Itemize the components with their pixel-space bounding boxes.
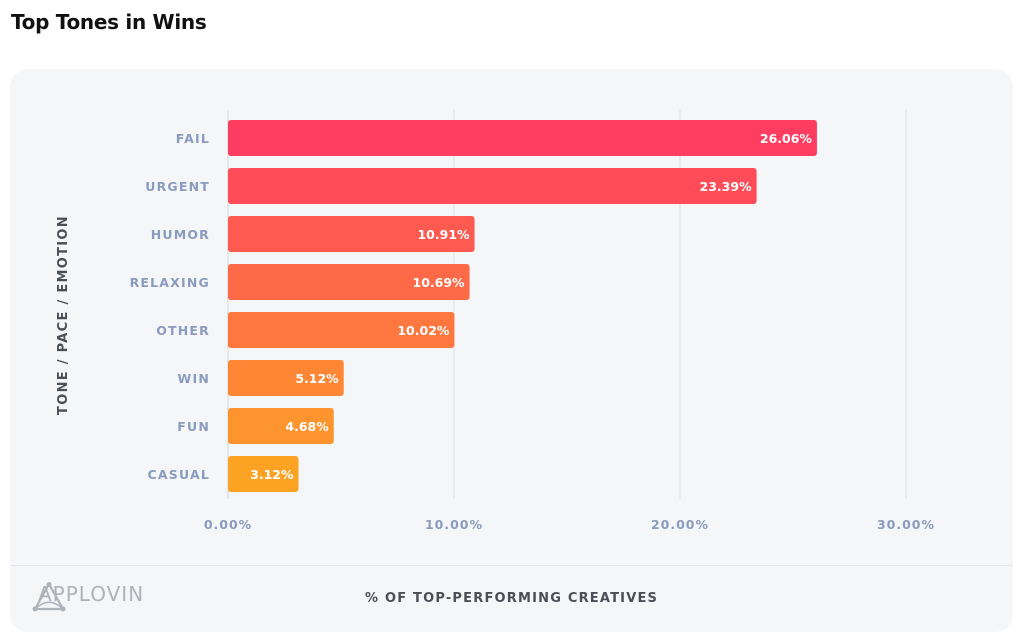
category-label: CASUAL <box>148 467 210 482</box>
x-tick-label: 20.00% <box>651 517 709 532</box>
x-axis-label: % OF TOP-PERFORMING CREATIVES <box>365 591 659 606</box>
value-label: 3.12% <box>250 467 294 482</box>
x-tick-labels: 0.00% 10.00% 20.00% 30.00% <box>204 517 935 532</box>
value-label: 10.69% <box>413 275 466 290</box>
applovin-logo: APPLOVIN <box>32 582 144 612</box>
value-label: 23.39% <box>700 179 753 194</box>
bars: FAIL 26.06% URGENT 23.39% HUMOR 10.91% RELAXIN… <box>130 120 817 492</box>
footer-divider <box>10 565 1013 566</box>
bar-fun <box>228 408 334 444</box>
value-label: 26.06% <box>760 131 813 146</box>
chart-card: FAIL 26.06% URGENT 23.39% HUMOR 10.91% RELAXIN… <box>10 69 1013 632</box>
value-label: 4.68% <box>285 419 329 434</box>
applovin-logo-icon <box>32 582 66 612</box>
bar-urgent <box>228 168 757 204</box>
page-title: Top Tones in Wins <box>11 10 207 34</box>
category-label: OTHER <box>156 323 210 338</box>
y-axis-label: TONE / PACE / EMOTION <box>56 215 71 415</box>
bar-chart: FAIL 26.06% URGENT 23.39% HUMOR 10.91% RELAXIN… <box>56 110 935 532</box>
x-tick-label: 10.00% <box>425 517 483 532</box>
bar-other <box>228 312 455 348</box>
bar-humor <box>228 216 475 252</box>
value-label: 10.02% <box>397 323 450 338</box>
bar-win <box>228 360 344 396</box>
value-label: 10.91% <box>417 227 470 242</box>
category-label: HUMOR <box>151 227 210 242</box>
category-label: RELAXING <box>130 275 210 290</box>
category-label: FAIL <box>176 131 210 146</box>
category-label: FUN <box>177 419 210 434</box>
category-label: WIN <box>177 371 210 386</box>
x-tick-label: 30.00% <box>877 517 935 532</box>
bar-casual <box>228 456 299 492</box>
value-label: 5.12% <box>295 371 339 386</box>
x-tick-label: 0.00% <box>204 517 252 532</box>
category-label: URGENT <box>145 179 210 194</box>
bar-relaxing <box>228 264 470 300</box>
bar-fail <box>228 120 817 156</box>
